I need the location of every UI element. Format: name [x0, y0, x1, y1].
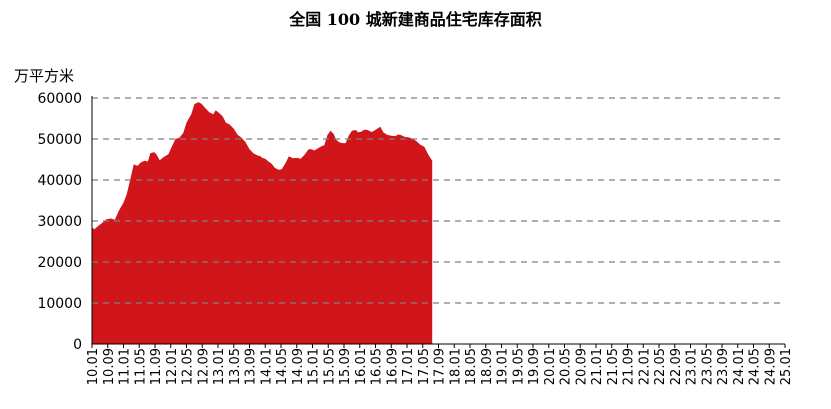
- x-tick-label: 21.01: [590, 348, 605, 385]
- x-tick-label: 20.05: [559, 348, 574, 385]
- x-tick-label: 15.09: [338, 348, 353, 385]
- x-tick-label: 13.05: [228, 348, 243, 385]
- x-tick-label: 22.09: [669, 348, 684, 385]
- x-tick-label: 12.01: [165, 348, 180, 385]
- x-tick-label: 16.09: [385, 348, 400, 385]
- x-tick-label: 14.01: [259, 348, 274, 385]
- y-tick-label: 30000: [37, 214, 82, 230]
- x-tick-label: 14.09: [291, 348, 306, 385]
- y-axis-label: 万平方米: [14, 67, 75, 85]
- x-tick-label: 13.09: [244, 348, 259, 385]
- x-tick-label: 18.05: [464, 348, 479, 385]
- x-tick-label: 19.05: [511, 348, 526, 385]
- x-tick-label: 17.05: [417, 348, 432, 385]
- x-tick-label: 13.01: [212, 348, 227, 385]
- y-tick-label: 0: [73, 337, 82, 353]
- x-tick-label: 12.05: [181, 348, 196, 385]
- x-tick-label: 21.09: [622, 348, 637, 385]
- x-tick-label: 11.05: [133, 348, 148, 385]
- x-tick-label: 16.01: [354, 348, 369, 385]
- x-tick-label: 10.01: [86, 348, 101, 385]
- x-tick-label: 19.09: [527, 348, 542, 385]
- x-tick-label: 18.09: [480, 348, 495, 385]
- x-tick-label: 21.05: [606, 348, 621, 385]
- x-tick-label: 24.09: [763, 348, 778, 385]
- x-tick-label: 24.05: [748, 348, 763, 385]
- x-tick-label: 17.01: [401, 348, 416, 385]
- x-tick-label: 17.09: [433, 348, 448, 385]
- x-tick-label: 25.01: [779, 348, 794, 385]
- x-tick-label: 23.01: [685, 348, 700, 385]
- y-tick-label: 60000: [37, 91, 82, 107]
- chart-title: 全国 100 城新建商品住宅库存面积: [289, 10, 542, 29]
- x-tick-label: 12.09: [196, 348, 211, 385]
- series-area: [92, 102, 433, 344]
- x-tick-label: 11.09: [149, 348, 164, 385]
- y-tick-label: 50000: [37, 132, 82, 148]
- x-tick-label: 22.05: [653, 348, 668, 385]
- x-tick-label: 19.01: [496, 348, 511, 385]
- x-tick-label: 20.09: [574, 348, 589, 385]
- y-tick-label: 20000: [37, 255, 82, 271]
- x-tick-label: 14.05: [275, 348, 290, 385]
- x-tick-label: 11.01: [118, 348, 133, 385]
- x-tick-label: 20.01: [543, 348, 558, 385]
- x-tick-label: 15.01: [307, 348, 322, 385]
- y-tick-label: 10000: [37, 296, 82, 312]
- x-tick-label: 24.01: [732, 348, 747, 385]
- x-tick-label: 15.05: [322, 348, 337, 385]
- x-tick-label: 22.01: [637, 348, 652, 385]
- x-tick-label: 16.05: [370, 348, 385, 385]
- y-tick-label: 40000: [37, 173, 82, 189]
- x-tick-label: 23.05: [700, 348, 715, 385]
- x-tick-label: 10.09: [102, 348, 117, 385]
- x-tick-label: 18.01: [448, 348, 463, 385]
- x-tick-label: 23.09: [716, 348, 731, 385]
